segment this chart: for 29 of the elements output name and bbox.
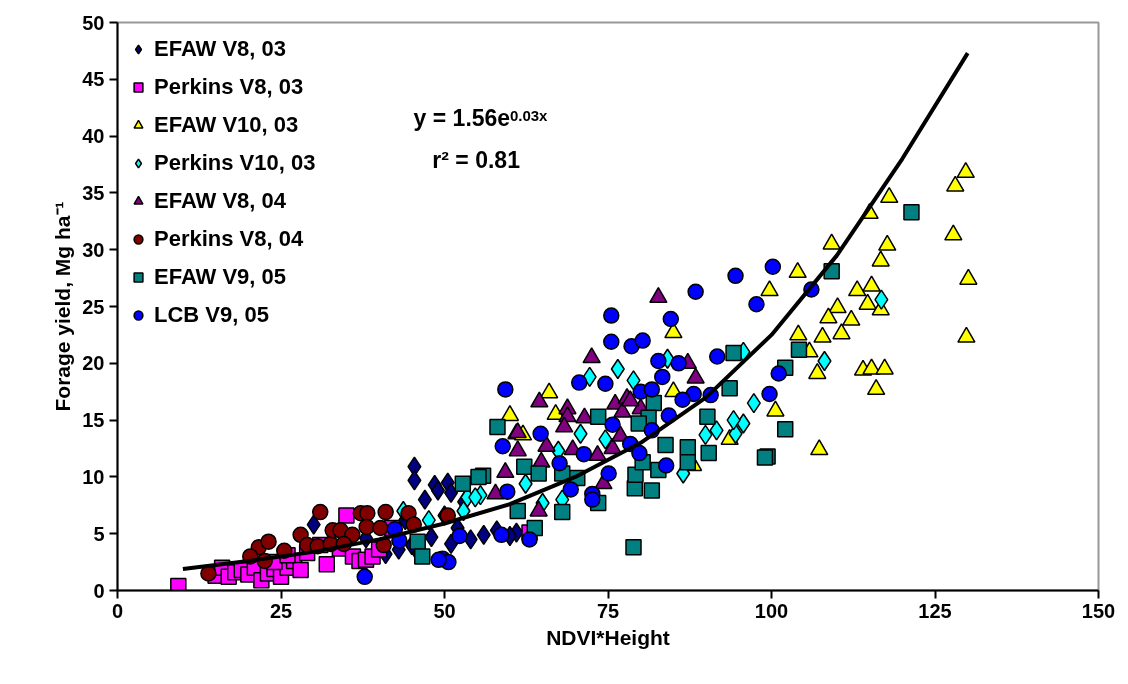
x-tick-label: 125	[918, 599, 952, 622]
legend-label: Perkins V10, 03	[154, 149, 316, 177]
y-tick-label: 25	[82, 295, 105, 318]
x-tick-label: 150	[1081, 599, 1116, 622]
legend-label: EFAW V8, 04	[154, 187, 287, 215]
x-tick-label: 100	[754, 599, 789, 622]
y-tick-label: 50	[82, 11, 105, 34]
x-tick-label: 75	[596, 599, 620, 622]
legend-label: EFAW V9, 05	[154, 263, 287, 291]
x-tick-label: 25	[269, 599, 293, 622]
y-axis-title: Forage yield, Mg ha⁻¹	[51, 201, 75, 412]
y-tick-label: 15	[82, 409, 105, 432]
y-tick-label: 35	[82, 181, 105, 204]
legend-label: Perkins V8, 04	[154, 225, 304, 253]
x-tick-label: 0	[111, 599, 124, 622]
legend-label: LCB V9, 05	[154, 301, 269, 329]
y-tick-label: 30	[82, 238, 105, 261]
y-tick-label: 10	[82, 465, 105, 488]
legend-label: Perkins V8, 03	[154, 73, 304, 101]
y-tick-label: 20	[82, 352, 105, 375]
y-tick-label: 45	[82, 68, 105, 91]
y-tick-label: 0	[93, 579, 105, 602]
y-tick-label: 5	[93, 522, 105, 545]
legend-label: EFAW V8, 03	[154, 35, 287, 63]
y-tick-label: 40	[82, 125, 105, 148]
annotation: r² = 0.81	[432, 146, 521, 173]
x-axis-title: NDVI*Height	[546, 625, 670, 649]
legend-label: EFAW V10, 03	[154, 111, 299, 139]
x-tick-label: 50	[433, 599, 456, 622]
